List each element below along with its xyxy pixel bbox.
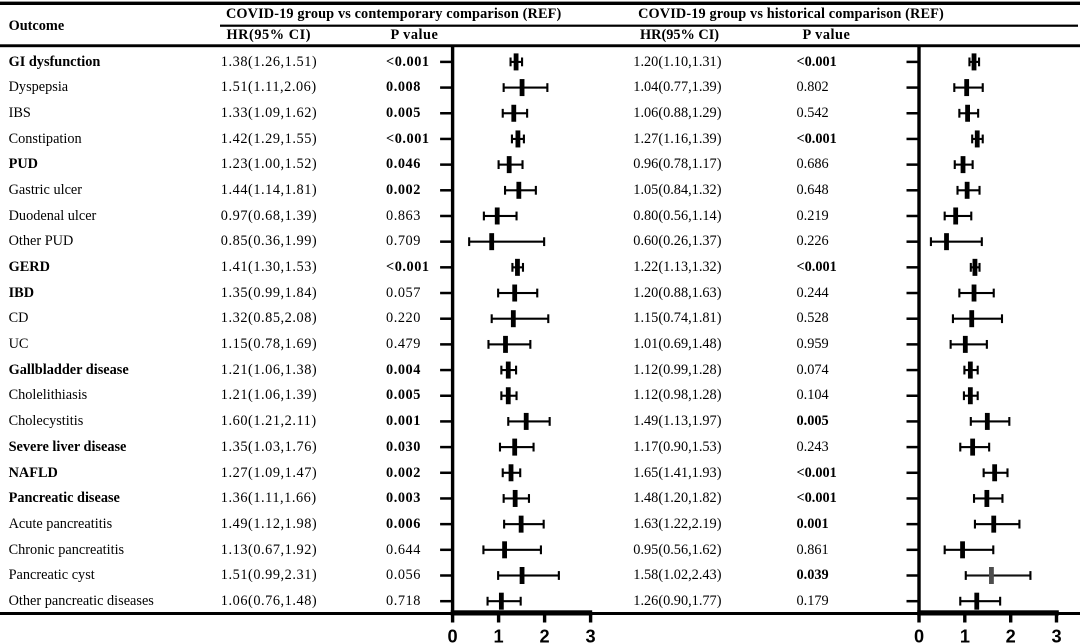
svg-text:0: 0 <box>914 627 924 644</box>
svg-text:1: 1 <box>960 627 970 644</box>
svg-text:0: 0 <box>448 627 458 644</box>
svg-text:3: 3 <box>1051 627 1061 644</box>
svg-text:1: 1 <box>494 627 504 644</box>
svg-text:2: 2 <box>1006 627 1016 644</box>
svg-text:2: 2 <box>540 627 550 644</box>
svg-text:3: 3 <box>586 627 596 644</box>
